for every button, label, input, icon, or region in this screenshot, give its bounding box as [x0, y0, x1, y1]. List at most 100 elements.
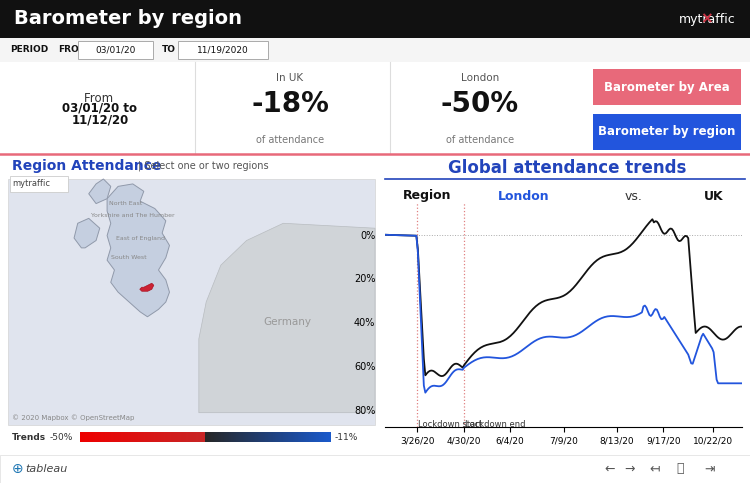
Bar — [206, 432, 208, 442]
Bar — [254, 432, 256, 442]
Bar — [88, 432, 89, 442]
Text: TO: TO — [162, 45, 176, 55]
Bar — [109, 432, 110, 442]
Bar — [201, 432, 203, 442]
Bar — [0, 0, 750, 38]
Text: Region Attendance: Region Attendance — [12, 159, 161, 173]
Bar — [292, 432, 294, 442]
Bar — [264, 432, 266, 442]
Bar — [211, 432, 213, 442]
Bar — [160, 432, 162, 442]
Bar — [261, 432, 263, 442]
Bar — [99, 432, 100, 442]
Bar — [230, 432, 232, 442]
Bar — [286, 432, 288, 442]
Bar — [593, 114, 741, 150]
Bar — [116, 432, 118, 442]
Bar — [281, 432, 283, 442]
Bar — [193, 432, 194, 442]
Bar — [94, 432, 95, 442]
Bar — [290, 432, 292, 442]
Bar — [165, 432, 166, 442]
Bar — [225, 432, 226, 442]
Bar — [219, 432, 220, 442]
Text: Trends: Trends — [12, 432, 46, 441]
Text: -18%: -18% — [251, 90, 329, 118]
Bar — [126, 432, 128, 442]
Bar — [268, 432, 269, 442]
Bar — [182, 432, 184, 442]
Bar — [161, 432, 163, 442]
Polygon shape — [88, 179, 111, 204]
Bar — [114, 432, 116, 442]
Bar — [250, 432, 252, 442]
Bar — [136, 432, 138, 442]
Bar — [226, 432, 228, 442]
Bar — [182, 432, 183, 442]
Bar — [8, 179, 375, 425]
Bar — [270, 432, 272, 442]
Polygon shape — [107, 184, 170, 317]
Text: Yorkshire and The Humber: Yorkshire and The Humber — [91, 213, 175, 218]
Bar — [295, 432, 297, 442]
Text: -11%: -11% — [335, 432, 358, 441]
Text: ⇥: ⇥ — [705, 463, 716, 475]
Bar — [231, 432, 233, 442]
Bar — [253, 432, 254, 442]
Bar — [197, 432, 200, 442]
Bar — [146, 432, 148, 442]
Bar — [110, 432, 112, 442]
Bar — [105, 432, 106, 442]
Bar — [145, 432, 147, 442]
Bar — [314, 432, 316, 442]
Polygon shape — [74, 218, 100, 248]
Bar — [248, 432, 249, 442]
Bar — [311, 432, 313, 442]
Bar — [204, 432, 206, 442]
Bar — [120, 432, 122, 442]
Bar — [316, 432, 318, 442]
Text: | Select one or two regions: | Select one or two regions — [138, 161, 268, 171]
Bar — [308, 432, 309, 442]
Text: FROM: FROM — [58, 45, 88, 55]
Text: London: London — [460, 73, 500, 83]
Bar — [265, 432, 267, 442]
Bar — [124, 432, 125, 442]
Text: 11/19/2020: 11/19/2020 — [197, 45, 249, 55]
Bar — [298, 432, 301, 442]
Bar — [125, 432, 127, 442]
Bar — [85, 432, 87, 442]
Bar — [129, 432, 130, 442]
Bar — [134, 432, 136, 442]
Text: ↤: ↤ — [650, 463, 660, 475]
Bar — [196, 432, 198, 442]
Bar — [106, 432, 108, 442]
Bar — [84, 432, 86, 442]
Text: From: From — [83, 91, 116, 104]
Bar — [175, 432, 177, 442]
Bar — [148, 432, 151, 442]
Bar — [302, 432, 304, 442]
Text: In UK: In UK — [277, 73, 304, 83]
Bar — [238, 432, 239, 442]
Bar — [240, 432, 242, 442]
Text: Barometer by region: Barometer by region — [14, 10, 242, 28]
Bar — [322, 432, 324, 442]
Bar — [163, 432, 164, 442]
FancyBboxPatch shape — [78, 41, 153, 59]
Bar — [287, 432, 290, 442]
Bar — [283, 432, 284, 442]
Bar — [242, 432, 244, 442]
Bar — [260, 432, 262, 442]
Bar — [208, 432, 209, 442]
Bar — [112, 432, 114, 442]
Polygon shape — [140, 283, 154, 291]
Bar — [304, 432, 305, 442]
Bar — [150, 432, 152, 442]
Bar — [214, 432, 215, 442]
Text: Lockdown end: Lockdown end — [464, 420, 525, 429]
Text: Germany: Germany — [263, 317, 311, 327]
Bar — [257, 432, 259, 442]
Bar — [593, 69, 741, 105]
Bar — [246, 432, 248, 442]
